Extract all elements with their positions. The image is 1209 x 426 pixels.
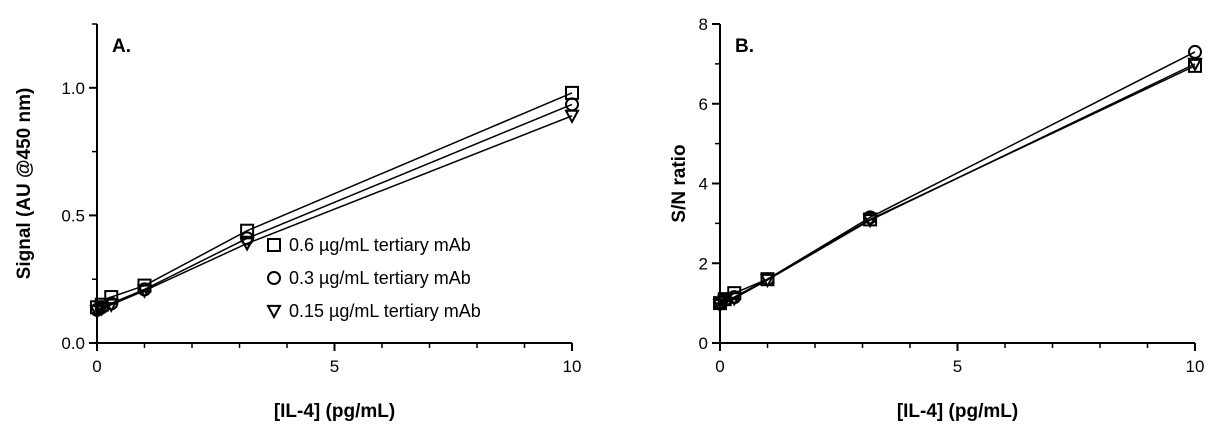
y-tick-label: 0 <box>699 334 708 353</box>
panel-label: B. <box>735 36 754 57</box>
y-tick-label: 0.0 <box>61 334 85 353</box>
x-tick-label: 5 <box>953 357 962 376</box>
x-tick-label: 10 <box>563 357 582 376</box>
y-axis-title: Signal (AU @450 nm) <box>14 88 35 280</box>
y-tick-label: 6 <box>699 95 708 114</box>
data-point <box>104 290 119 305</box>
x-axis-title: [IL-4] (pg/mL) <box>274 401 395 422</box>
y-tick-label: 1.0 <box>61 79 85 98</box>
data-point <box>759 273 776 289</box>
panel-label: A. <box>112 36 131 57</box>
x-tick-label: 5 <box>330 357 339 376</box>
data-point <box>862 214 878 229</box>
x-tick-label: 0 <box>92 357 101 376</box>
data-point <box>94 302 110 317</box>
data-point <box>717 295 733 310</box>
series-line <box>719 65 1196 304</box>
data-point <box>863 210 878 225</box>
y-tick-label: 4 <box>699 175 708 194</box>
y-axis-title: S/N ratio <box>669 144 690 222</box>
data-point <box>240 223 255 238</box>
panel-a: 0.0 0.5 1.0 0 5 10 [IL-4] (pg/mL) Signal (AU @4… <box>14 23 582 422</box>
y-tick-label: 8 <box>699 15 708 34</box>
legend-label: 0.6 µg/mL tertiary mAb <box>289 235 471 255</box>
panel-b: 0 2 4 6 8 0 5 10 [IL-4] (pg/mL) S/N ratio B. <box>669 15 1204 422</box>
data-point <box>726 292 742 307</box>
legend-marker <box>267 238 281 252</box>
data-point <box>136 284 153 299</box>
data-point <box>103 298 119 313</box>
x-tick-label: 0 <box>715 357 724 376</box>
y-tick-label: 0.5 <box>61 206 85 225</box>
legend-marker <box>266 304 282 320</box>
data-point <box>1187 57 1203 72</box>
legend-marker <box>267 271 281 285</box>
legend-label: 0.15 µg/mL tertiary mAb <box>289 301 481 321</box>
x-axis-title: [IL-4] (pg/mL) <box>897 401 1018 422</box>
data-point <box>564 109 580 124</box>
x-tick-label: 10 <box>1186 357 1205 376</box>
data-point <box>239 237 255 252</box>
y-tick-label: 2 <box>699 254 708 273</box>
legend-label: 0.3 µg/mL tertiary mAb <box>289 268 471 288</box>
